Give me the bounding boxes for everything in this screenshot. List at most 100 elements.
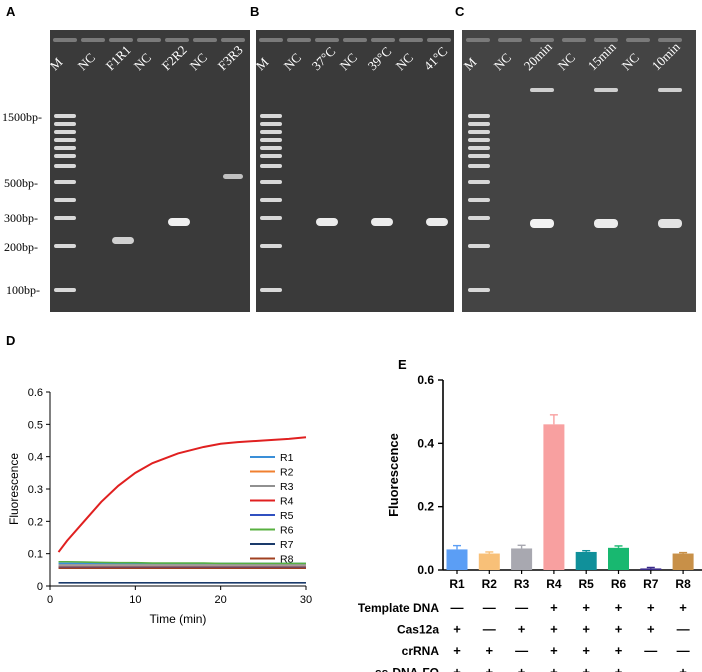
panel-label-e: E — [398, 357, 407, 372]
gel-image-a: M NC F1R1 NC F2R2 NC F3R3 — [50, 30, 250, 312]
bar-r3 — [511, 548, 533, 570]
condition-mark: + — [582, 622, 590, 637]
y-tick-label: 0.4 — [28, 452, 43, 464]
condition-mark: + — [453, 643, 461, 658]
condition-mark: + — [647, 600, 655, 615]
legend-label: R2 — [280, 467, 294, 479]
condition-row-label: Cas12a — [397, 623, 439, 637]
condition-mark: + — [550, 665, 558, 672]
condition-mark: + — [453, 622, 461, 637]
dna-band — [426, 218, 448, 226]
dna-band — [112, 237, 134, 244]
lane-label: NC — [74, 49, 99, 74]
x-tick-label: R3 — [514, 577, 530, 591]
lane-label: 37°C — [308, 43, 339, 74]
gel-image-c: M NC 20min NC 15min NC 10min — [462, 30, 696, 312]
lane-label: NC — [280, 49, 305, 74]
x-axis-title: Time (min) — [150, 612, 207, 626]
bar-r6 — [608, 547, 629, 570]
legend-label: R5 — [280, 510, 294, 522]
condition-mark: — — [515, 643, 528, 658]
legend-label: R6 — [280, 525, 294, 537]
panel-label-d: D — [6, 333, 16, 348]
lane-label: NC — [618, 49, 643, 74]
lane-label: M — [462, 54, 480, 74]
condition-mark: + — [486, 665, 494, 672]
dna-band — [658, 219, 682, 228]
condition-mark: — — [451, 600, 464, 615]
condition-mark: + — [550, 600, 558, 615]
size-label-200: 200bp- — [4, 240, 38, 254]
x-tick-label: 20 — [215, 594, 227, 606]
y-tick-label: 0.2 — [28, 516, 43, 528]
bar-r4 — [543, 424, 565, 570]
y-tick-label: 0.1 — [28, 549, 43, 561]
dna-band — [371, 218, 393, 226]
y-tick-label: 0 — [37, 581, 43, 593]
condition-row-label: Template DNA — [358, 601, 439, 615]
lane-label: M — [256, 54, 272, 74]
condition-mark: + — [679, 665, 687, 672]
bar-r7 — [640, 568, 662, 570]
condition-mark: + — [679, 600, 687, 615]
condition-mark: + — [615, 622, 623, 637]
lane-label: F2R2 — [158, 42, 190, 74]
condition-mark: + — [615, 600, 623, 615]
condition-mark: — — [483, 622, 496, 637]
panel-label-b: B — [250, 4, 260, 19]
condition-mark: + — [486, 643, 494, 658]
condition-mark: + — [518, 665, 526, 672]
bar-r2 — [478, 553, 500, 570]
condition-mark: — — [515, 600, 528, 615]
legend-label: R4 — [280, 496, 294, 508]
condition-mark: + — [582, 600, 590, 615]
lane-label: 41°C — [420, 43, 451, 74]
y-tick-label: 0.3 — [28, 484, 43, 496]
lane-label: NC — [490, 49, 515, 74]
y-axis-title: Fluorescence — [7, 453, 21, 525]
y-tick-label: 0.6 — [28, 387, 43, 399]
condition-row-label: ss-DNA-FQ — [375, 666, 439, 672]
fluorescence-line-chart: 0 0.1 0.2 0.3 0.4 0.5 0.6 0 10 20 30 Time (min) Fluo… — [7, 387, 312, 626]
x-tick-label: R8 — [675, 577, 691, 591]
series-line-r6 — [58, 560, 306, 565]
size-label-300: 300bp- — [4, 211, 38, 225]
condition-mark: — — [483, 600, 496, 615]
condition-mark: + — [582, 665, 590, 672]
condition-mark: + — [453, 665, 461, 672]
lane-label: 20min — [520, 39, 555, 74]
legend-label: R3 — [280, 481, 294, 493]
condition-mark: + — [550, 643, 558, 658]
lane-label: 15min — [584, 39, 619, 74]
x-tick-label: R5 — [579, 577, 595, 591]
condition-mark: + — [647, 622, 655, 637]
lane-label: NC — [336, 49, 361, 74]
lane-label: NC — [392, 49, 417, 74]
x-tick-label: 0 — [47, 594, 53, 606]
condition-mark: — — [644, 643, 657, 658]
y-tick-label: 0.0 — [417, 563, 434, 577]
condition-mark: + — [615, 643, 623, 658]
y-tick-label: 0.6 — [417, 373, 434, 387]
size-label-100: 100bp- — [6, 283, 40, 297]
lane-label: F1R1 — [102, 42, 134, 74]
bar-r8 — [672, 553, 694, 570]
condition-mark: — — [677, 622, 690, 637]
lane-label: 10min — [648, 39, 683, 74]
lane-label: 39°C — [364, 43, 395, 74]
size-label-1500: 1500bp- — [2, 110, 42, 124]
y-tick-label: 0.5 — [28, 419, 43, 431]
gel-image-b: M NC 37°C NC 39°C NC 41°C — [256, 30, 454, 312]
y-axis-title: Fluorescence — [386, 433, 401, 517]
size-label-500: 500bp- — [4, 176, 38, 190]
fluorescence-bar-chart: 0.0 0.2 0.4 0.6 Fluorescence R1 R2 R3 R4 R5 R6 R7 R8… — [358, 373, 702, 672]
dna-band — [168, 218, 190, 226]
x-tick-label: R2 — [482, 577, 498, 591]
x-tick-label: R4 — [546, 577, 562, 591]
dna-band — [316, 218, 338, 226]
condition-mark: — — [677, 643, 690, 658]
lane-label: NC — [554, 49, 579, 74]
panel-label-a: A — [6, 4, 16, 19]
x-tick-label: R7 — [643, 577, 659, 591]
x-tick-label: R1 — [449, 577, 465, 591]
